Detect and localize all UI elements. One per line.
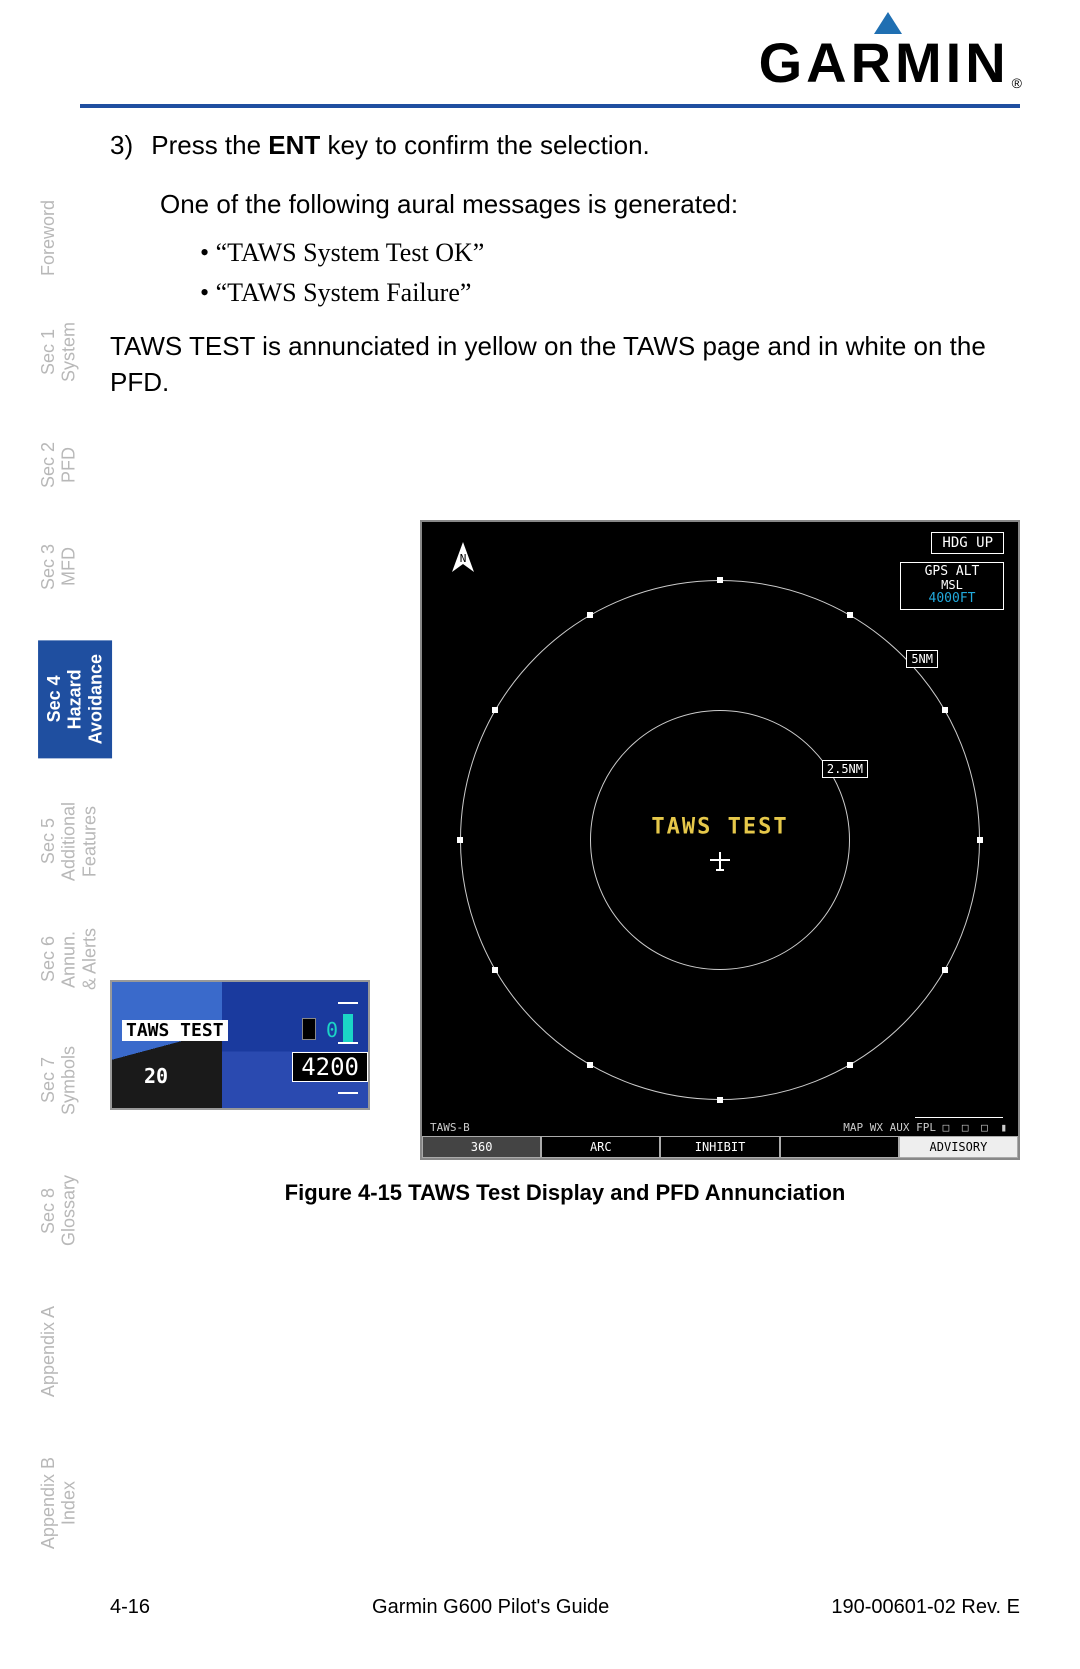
brand-logo: GARMIN ®: [759, 30, 1020, 95]
gps-alt-l1: GPS ALT: [907, 565, 997, 579]
pfd-sky: [112, 982, 222, 1108]
softkey-bar: 360 ARC INHIBIT ADVISORY: [422, 1136, 1018, 1158]
tick: [717, 577, 723, 583]
pfd-bug-box: [302, 1018, 316, 1040]
alt-tick: [338, 1092, 358, 1094]
doc-title: Garmin G600 Pilot's Guide: [372, 1596, 609, 1619]
tick: [847, 612, 853, 618]
alt-tick: [338, 1042, 358, 1044]
step-text-a: Press the: [151, 130, 268, 160]
page-number: 4-16: [110, 1596, 150, 1619]
pfd-alt-tape: [248, 982, 358, 1108]
pfd-cyan-bug-icon: [343, 1014, 353, 1042]
page-footer: 4-16 Garmin G600 Pilot's Guide 190-00601…: [110, 1596, 1020, 1619]
body-text: 3) Press the ENT key to confirm the sele…: [110, 130, 1020, 401]
bullet-ok: “TAWS System Test OK”: [200, 238, 1020, 268]
gps-alt-box: GPS ALT MSL 4000FT: [900, 562, 1004, 610]
softkey-advisory[interactable]: ADVISORY: [899, 1136, 1018, 1158]
north-arrow-icon: N: [450, 542, 476, 584]
page-bar: TAWS-B MAP WX AUX FPL □ □ □ ▮: [422, 1118, 1018, 1136]
section-tabs: Foreword Sec 1 System Sec 2 PFD Sec 3 MF…: [38, 200, 112, 1609]
taws-test-center: TAWS TEST: [651, 815, 788, 840]
header-rule: [80, 104, 1020, 108]
tick: [717, 1097, 723, 1103]
tick: [942, 707, 948, 713]
alt-tick: [338, 1002, 358, 1004]
step-text-b: key to confirm the selection.: [320, 130, 649, 160]
tab-sec2: Sec 2 PFD: [38, 442, 79, 488]
hdg-up-label: HDG UP: [931, 532, 1004, 554]
pfd-pitch-20: 20: [144, 1064, 168, 1088]
doc-rev: 190-00601-02 Rev. E: [831, 1596, 1020, 1619]
pagebar-right: MAP WX AUX FPL □ □ □ ▮: [843, 1121, 1010, 1134]
tick: [847, 1062, 853, 1068]
tick: [457, 837, 463, 843]
tab-appA: Appendix A: [38, 1306, 59, 1397]
pfd-altitude: 4200: [292, 1052, 368, 1082]
ring-inner: [590, 710, 850, 970]
bullet-fail: “TAWS System Failure”: [200, 278, 1020, 308]
step-number: 3): [110, 130, 144, 161]
tab-sec7: Sec 7 Symbols: [38, 1046, 79, 1115]
logo-registered: ®: [1012, 75, 1022, 91]
logo-delta-icon: [874, 12, 902, 34]
pagebar-left: TAWS-B: [430, 1121, 470, 1134]
pfd-snippet: TAWS TEST 20 0 4200: [110, 980, 370, 1110]
tick: [492, 707, 498, 713]
step-bold: ENT: [268, 130, 320, 160]
softkey-arc[interactable]: ARC: [541, 1136, 660, 1158]
taws-mfd-screen: N HDG UP GPS ALT MSL 4000FT: [420, 520, 1020, 1160]
tick: [492, 967, 498, 973]
tab-sec1: Sec 1 System: [38, 322, 79, 382]
tick: [942, 967, 948, 973]
tab-sec6: Sec 6 Annun. & Alerts: [38, 928, 100, 990]
tick: [977, 837, 983, 843]
tab-sec8: Sec 8 Glossary: [38, 1175, 79, 1246]
step-3: 3) Press the ENT key to confirm the sele…: [110, 130, 1020, 161]
softkey-inhibit[interactable]: INHIBIT: [660, 1136, 779, 1158]
aircraft-icon: [706, 850, 734, 880]
page: GARMIN ® Foreword Sec 1 System Sec 2 PFD…: [0, 0, 1080, 1669]
para-annunciated: TAWS TEST is annunciated in yellow on th…: [110, 328, 1020, 401]
range-outer: 5NM: [906, 650, 938, 668]
tick: [587, 1062, 593, 1068]
softkey-blank[interactable]: [780, 1136, 899, 1158]
tab-sec4-active: Sec 4 Hazard Avoidance: [38, 640, 112, 758]
range-inner: 2.5NM: [822, 760, 868, 778]
softkey-360[interactable]: 360: [422, 1136, 541, 1158]
figure-caption: Figure 4-15 TAWS Test Display and PFD An…: [110, 1180, 1020, 1206]
tab-sec3: Sec 3 MFD: [38, 544, 79, 590]
logo-text: GARMIN: [759, 30, 1010, 95]
para-aural: One of the following aural messages is g…: [160, 189, 1020, 220]
pfd-selected-alt: 0: [326, 1018, 338, 1042]
svg-text:N: N: [460, 552, 467, 565]
tab-sec5: Sec 5 Additional Features: [38, 802, 100, 881]
tab-foreword: Foreword: [38, 200, 59, 276]
pfd-taws-annun: TAWS TEST: [122, 1020, 228, 1041]
gps-alt-l3: 4000FT: [907, 592, 997, 606]
tab-appB: Appendix B Index: [38, 1457, 79, 1549]
tick: [587, 612, 593, 618]
